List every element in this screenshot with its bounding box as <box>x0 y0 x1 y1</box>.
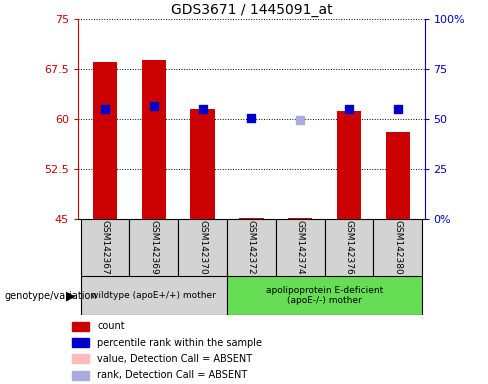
Bar <box>337 111 361 219</box>
Bar <box>81 276 227 315</box>
Point <box>394 106 402 112</box>
Bar <box>227 219 276 276</box>
Point <box>150 103 158 109</box>
Bar <box>276 219 325 276</box>
Bar <box>142 60 166 219</box>
Text: value, Detection Call = ABSENT: value, Detection Call = ABSENT <box>97 354 252 364</box>
Bar <box>239 218 264 219</box>
Bar <box>72 338 89 347</box>
Title: GDS3671 / 1445091_at: GDS3671 / 1445091_at <box>170 3 332 17</box>
Bar <box>72 354 89 363</box>
Point <box>345 106 353 112</box>
Text: GSM142376: GSM142376 <box>345 220 353 275</box>
Bar <box>72 322 89 331</box>
Bar <box>190 109 215 219</box>
Point <box>247 115 255 121</box>
Bar <box>325 219 373 276</box>
Bar <box>227 276 422 315</box>
Text: wildtype (apoE+/+) mother: wildtype (apoE+/+) mother <box>91 291 216 300</box>
Bar <box>72 371 89 380</box>
Text: percentile rank within the sample: percentile rank within the sample <box>97 338 262 348</box>
Text: GSM142370: GSM142370 <box>198 220 207 275</box>
Text: GSM142367: GSM142367 <box>101 220 109 275</box>
Point <box>296 117 304 123</box>
Text: apolipoprotein E-deficient
(apoE-/-) mother: apolipoprotein E-deficient (apoE-/-) mot… <box>266 286 383 305</box>
Bar <box>178 219 227 276</box>
Bar <box>81 219 129 276</box>
Bar <box>129 219 178 276</box>
Bar <box>373 219 422 276</box>
Text: rank, Detection Call = ABSENT: rank, Detection Call = ABSENT <box>97 370 247 380</box>
Text: GSM142380: GSM142380 <box>393 220 402 275</box>
Bar <box>93 63 117 219</box>
Text: genotype/variation: genotype/variation <box>5 291 98 301</box>
Text: GSM142372: GSM142372 <box>247 220 256 275</box>
Text: count: count <box>97 321 124 331</box>
Point <box>101 106 109 112</box>
Text: GSM142369: GSM142369 <box>149 220 158 275</box>
Point <box>199 106 206 112</box>
Text: ▶: ▶ <box>66 289 76 302</box>
Bar <box>288 218 312 219</box>
Bar <box>386 132 410 219</box>
Text: GSM142374: GSM142374 <box>296 220 305 275</box>
